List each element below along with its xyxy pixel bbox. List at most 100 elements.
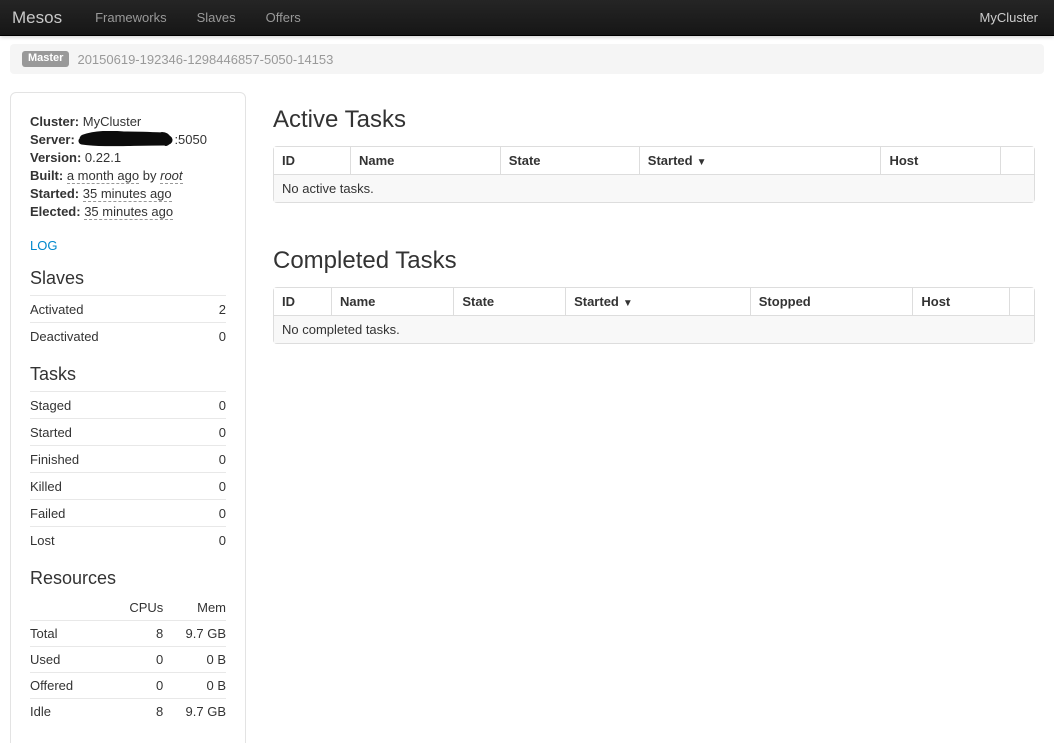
active-tasks-table: ID Name State Started ▼ Host No active ta… bbox=[273, 146, 1035, 203]
row-label: Offered bbox=[30, 672, 117, 699]
slaves-deactivated-row: Deactivated 0 bbox=[30, 322, 226, 349]
cluster-label: Cluster: bbox=[30, 114, 80, 129]
server-info-line: Server: :5050 bbox=[30, 131, 226, 149]
row-label: Lost bbox=[30, 532, 55, 548]
column-header-name[interactable]: Name bbox=[350, 147, 500, 174]
row-value: 0 bbox=[218, 328, 226, 344]
sort-descending-icon: ▼ bbox=[696, 157, 707, 168]
nav-item-offers[interactable]: Offers bbox=[265, 10, 301, 25]
row-label: Activated bbox=[30, 301, 84, 317]
built-label: Built: bbox=[30, 168, 64, 183]
row-mem: 9.7 GB bbox=[163, 620, 226, 647]
row-label: Staged bbox=[30, 397, 72, 413]
column-header-stopped[interactable]: Stopped bbox=[749, 288, 913, 315]
nav-item-slaves[interactable]: Slaves bbox=[196, 10, 236, 25]
column-header-host[interactable]: Host bbox=[880, 147, 1000, 174]
resources-total-row: Total 8 9.7 GB bbox=[30, 620, 226, 647]
tasks-killed-row: Killed 0 bbox=[30, 472, 226, 499]
column-header-started[interactable]: Started ▼ bbox=[565, 288, 750, 315]
row-cpus: 8 bbox=[116, 620, 164, 647]
main-content: Active Tasks ID Name State Started ▼ Host… bbox=[273, 92, 1035, 344]
column-header-blank bbox=[999, 147, 1034, 174]
resources-header-row: CPUs Mem bbox=[30, 595, 226, 621]
column-header-started[interactable]: Started ▼ bbox=[638, 147, 881, 174]
version-value: 0.22.1 bbox=[84, 150, 122, 165]
version-label: Version: bbox=[30, 150, 82, 165]
navbar-spacer bbox=[316, 0, 964, 35]
resources-idle-row: Idle 8 9.7 GB bbox=[30, 698, 226, 724]
built-time: a month ago bbox=[66, 168, 140, 184]
resources-mem-header: Mem bbox=[197, 600, 226, 615]
server-label: Server: bbox=[30, 132, 75, 147]
tasks-lost-row: Lost 0 bbox=[30, 526, 226, 553]
nav-item-frameworks[interactable]: Frameworks bbox=[95, 10, 167, 25]
resources-heading: Resources bbox=[30, 568, 117, 588]
completed-tasks-table: ID Name State Started ▼ Stopped Host No c… bbox=[273, 287, 1035, 344]
row-label: Failed bbox=[30, 505, 66, 521]
server-port: :5050 bbox=[174, 132, 207, 147]
resources-cpus-header: CPUs bbox=[129, 600, 164, 615]
tasks-failed-row: Failed 0 bbox=[30, 499, 226, 526]
column-header-host[interactable]: Host bbox=[912, 288, 1009, 315]
row-label: Total bbox=[30, 620, 117, 647]
row-value: 0 bbox=[218, 397, 226, 413]
tasks-heading: Tasks bbox=[30, 364, 77, 384]
navbar-cluster-name: MyCluster bbox=[979, 10, 1038, 25]
column-header-blank bbox=[1008, 288, 1034, 315]
column-header-started-label: Started bbox=[574, 294, 619, 309]
resources-blank-header bbox=[30, 595, 116, 621]
row-label: Finished bbox=[30, 451, 80, 467]
top-navbar: Mesos Frameworks Slaves Offers MyCluster bbox=[0, 0, 1054, 36]
column-header-state[interactable]: State bbox=[499, 147, 639, 174]
resources-offered-row: Offered 0 0 B bbox=[30, 672, 226, 699]
tasks-finished-row: Finished 0 bbox=[30, 445, 226, 472]
elected-time: 35 minutes ago bbox=[84, 204, 174, 220]
row-label: Killed bbox=[30, 478, 62, 494]
no-completed-tasks-message: No completed tasks. bbox=[274, 315, 1034, 343]
tasks-started-row: Started 0 bbox=[30, 418, 226, 445]
cluster-value: MyCluster bbox=[82, 114, 142, 129]
tasks-staged-row: Staged 0 bbox=[30, 391, 226, 418]
version-info-line: Version: 0.22.1 bbox=[30, 149, 226, 167]
elected-info-line: Elected: 35 minutes ago bbox=[30, 203, 226, 221]
row-cpus: 8 bbox=[116, 698, 164, 724]
started-time: 35 minutes ago bbox=[82, 186, 172, 202]
completed-tasks-section: Completed Tasks ID Name State Started ▼ S… bbox=[273, 247, 1035, 344]
built-user: root bbox=[160, 168, 183, 184]
column-header-id[interactable]: ID bbox=[274, 288, 331, 315]
empty-state-row: No active tasks. bbox=[274, 174, 1034, 202]
resources-used-row: Used 0 0 B bbox=[30, 646, 226, 673]
master-id: 20150619-192346-1298446857-5050-14153 bbox=[77, 51, 334, 67]
column-header-state[interactable]: State bbox=[453, 288, 566, 315]
active-tasks-title: Active Tasks bbox=[273, 106, 406, 133]
row-cpus: 0 bbox=[116, 672, 164, 699]
row-mem: 0 B bbox=[163, 672, 226, 699]
row-value: 0 bbox=[218, 505, 226, 521]
row-label: Used bbox=[30, 646, 117, 673]
breadcrumb: Master 20150619-192346-1298446857-5050-1… bbox=[10, 44, 1044, 74]
redacted-server-address-scribble bbox=[78, 131, 173, 147]
row-label: Idle bbox=[30, 698, 117, 724]
built-info-line: Built: a month ago by root bbox=[30, 167, 226, 185]
completed-tasks-title: Completed Tasks bbox=[273, 247, 457, 274]
row-value: 0 bbox=[218, 424, 226, 440]
brand-mesos[interactable]: Mesos bbox=[12, 8, 63, 27]
no-active-tasks-message: No active tasks. bbox=[274, 174, 1034, 202]
empty-state-row: No completed tasks. bbox=[274, 315, 1034, 343]
started-info-line: Started: 35 minutes ago bbox=[30, 185, 226, 203]
log-link[interactable]: LOG bbox=[30, 238, 58, 253]
row-label: Deactivated bbox=[30, 328, 99, 344]
started-label: Started: bbox=[30, 186, 80, 201]
active-tasks-header-row: ID Name State Started ▼ Host bbox=[274, 147, 1034, 174]
slaves-heading: Slaves bbox=[30, 268, 85, 288]
row-label: Started bbox=[30, 424, 72, 440]
slaves-activated-row: Activated 2 bbox=[30, 295, 226, 322]
column-header-started-label: Started bbox=[647, 153, 693, 168]
column-header-id[interactable]: ID bbox=[274, 147, 350, 174]
built-by: by bbox=[142, 168, 157, 183]
column-header-name[interactable]: Name bbox=[331, 288, 454, 315]
master-badge: Master bbox=[22, 51, 70, 67]
row-value: 0 bbox=[218, 532, 226, 548]
row-value: 0 bbox=[218, 451, 226, 467]
cluster-info-line: Cluster: MyCluster bbox=[30, 113, 226, 131]
